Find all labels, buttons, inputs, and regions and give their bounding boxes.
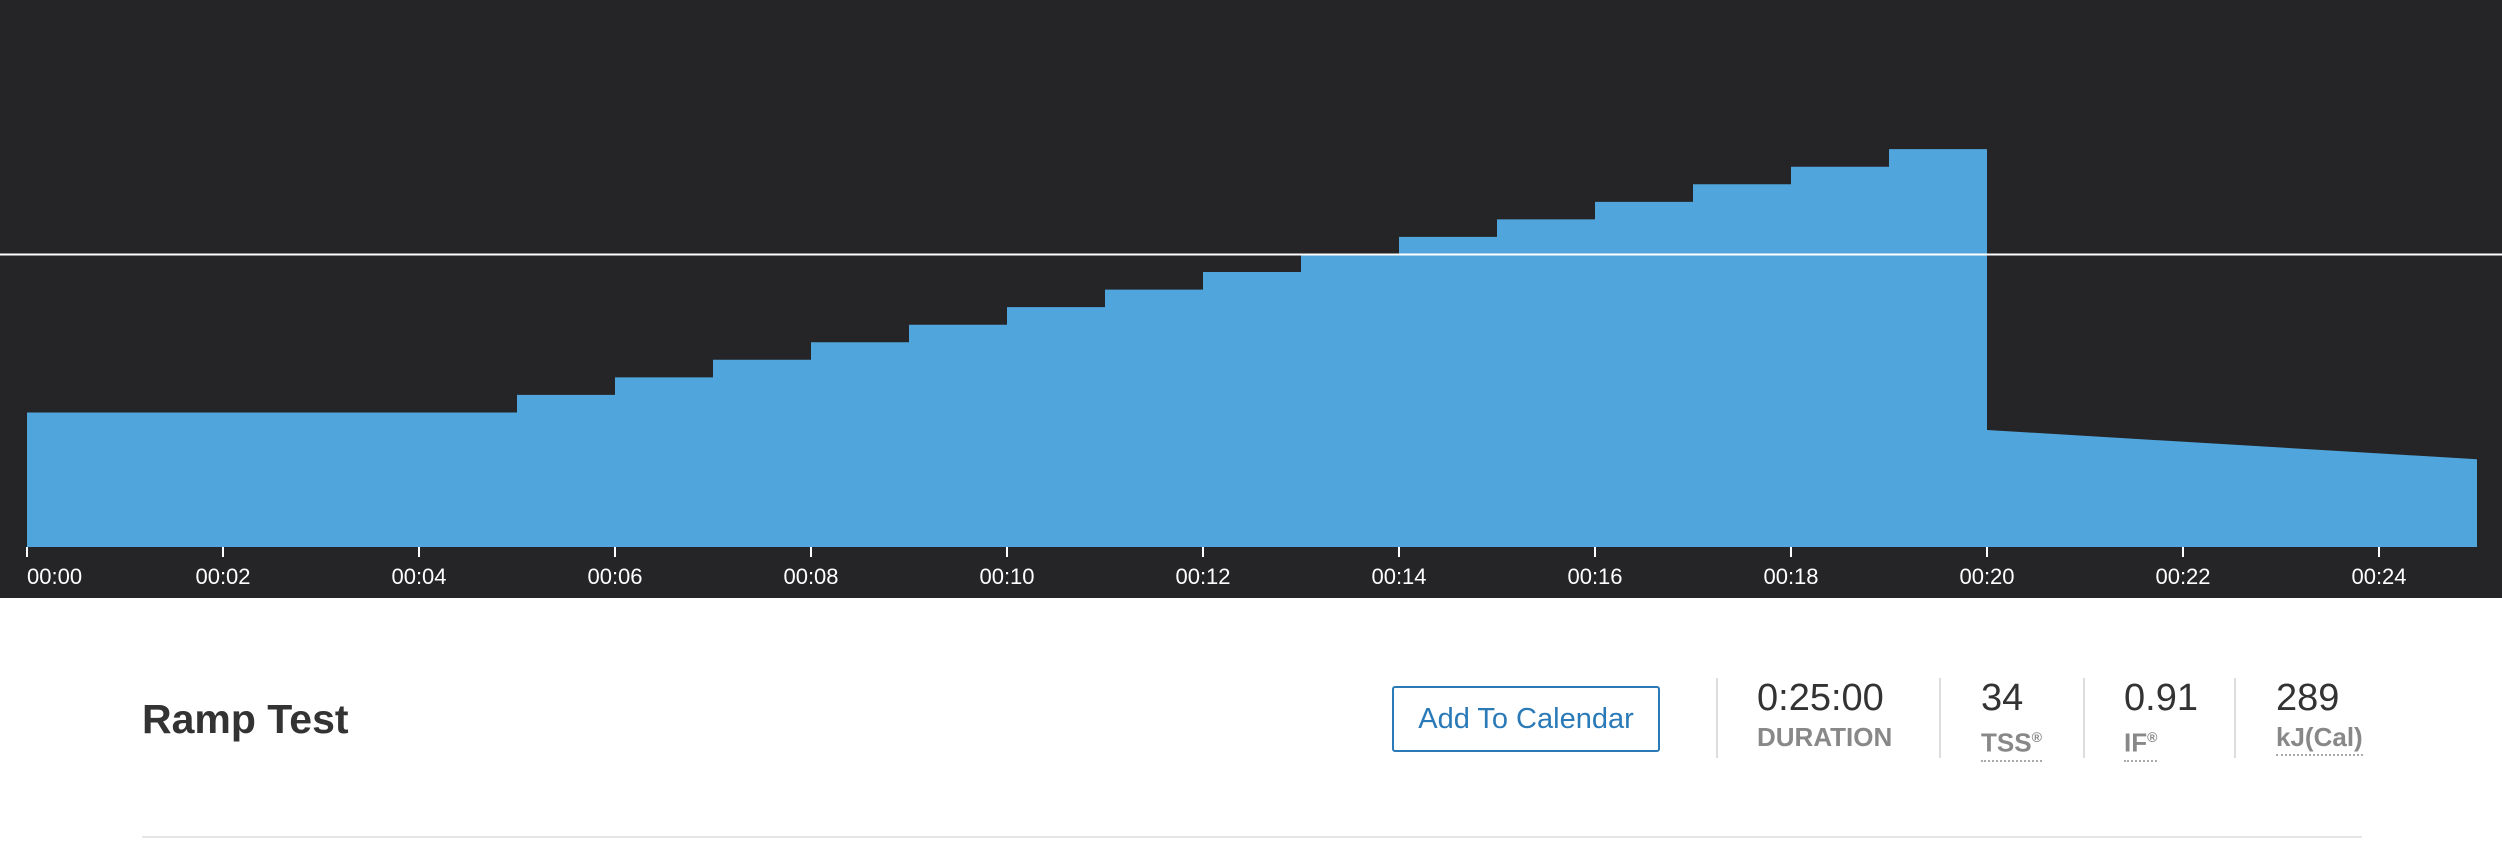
stat: 0:25:00 DURATION: [1757, 676, 1892, 754]
x-tick-label: 00:24: [2351, 564, 2406, 589]
stat-label-text: IF: [2124, 727, 2148, 758]
workout-segment: [811, 342, 909, 547]
registered-mark: ®: [2031, 729, 2042, 745]
x-tick-label: 00:16: [1567, 564, 1622, 589]
x-tick-label: 00:00: [27, 564, 82, 589]
x-tick-label: 00:04: [391, 564, 446, 589]
stat-value: 0:25:00: [1757, 677, 1884, 719]
workout-segment: [1693, 184, 1791, 547]
workout-info: Ramp Test Add To Calendar 0:25:00 DURATI…: [0, 598, 2502, 842]
stat-value: 289: [2276, 677, 2340, 719]
chart: 00:00 00:02 00:04 00:06 00:08 00:10 00:12 00:14…: [0, 0, 2502, 598]
add-to-calendar-button[interactable]: Add To Calendar: [1392, 686, 1660, 752]
registered-mark: ®: [2147, 729, 2158, 745]
workout-segment: [1791, 166, 1889, 548]
workout-segment: [1203, 272, 1301, 547]
stat: 289 kJ(Cal): [2276, 676, 2363, 756]
x-tick-label: 00:02: [195, 564, 250, 589]
separator: [1716, 678, 1718, 758]
workout-segment: [1007, 307, 1105, 547]
x-tick-label: 00:10: [979, 564, 1034, 589]
stat-label[interactable]: TSS®: [1981, 720, 2042, 762]
x-tick-label: 00:18: [1763, 564, 1818, 589]
stat-label[interactable]: kJ(Cal): [2276, 720, 2363, 756]
separator: [2234, 678, 2236, 758]
stat-value: 0.91: [2124, 677, 2198, 719]
workout-segment: [1595, 201, 1693, 547]
workout-segment: [1497, 219, 1595, 548]
x-tick-label: 00:14: [1371, 564, 1426, 589]
workout-segment: [517, 394, 615, 547]
workout-title: Ramp Test: [142, 696, 349, 742]
workout-segment: [1105, 289, 1203, 547]
x-tick-label: 00:12: [1175, 564, 1230, 589]
x-tick-label: 00:20: [1959, 564, 2014, 589]
stat-label[interactable]: IF®: [2124, 720, 2158, 762]
workout-segment: [1399, 236, 1497, 547]
workout-segment: [1889, 149, 1987, 547]
separator: [1939, 678, 1941, 758]
workout-segment: [1987, 429, 2477, 547]
stat-label-text: TSS: [1981, 727, 2032, 758]
x-tick-label: 00:08: [783, 564, 838, 589]
stat-value: 34: [1981, 677, 2024, 719]
workout-segment: [27, 412, 517, 547]
stat: 34 TSS®: [1981, 676, 2042, 762]
workout-segment: [909, 324, 1007, 547]
workout-segment: [615, 377, 713, 547]
stat-label: DURATION: [1757, 722, 1893, 752]
stat: 0.91 IF®: [2124, 676, 2198, 762]
x-tick-label: 00:22: [2155, 564, 2210, 589]
separator: [2083, 678, 2085, 758]
x-tick-label: 00:06: [587, 564, 642, 589]
workout-segment: [713, 359, 811, 547]
divider: [142, 836, 2362, 838]
workout-segment: [1301, 254, 1399, 547]
